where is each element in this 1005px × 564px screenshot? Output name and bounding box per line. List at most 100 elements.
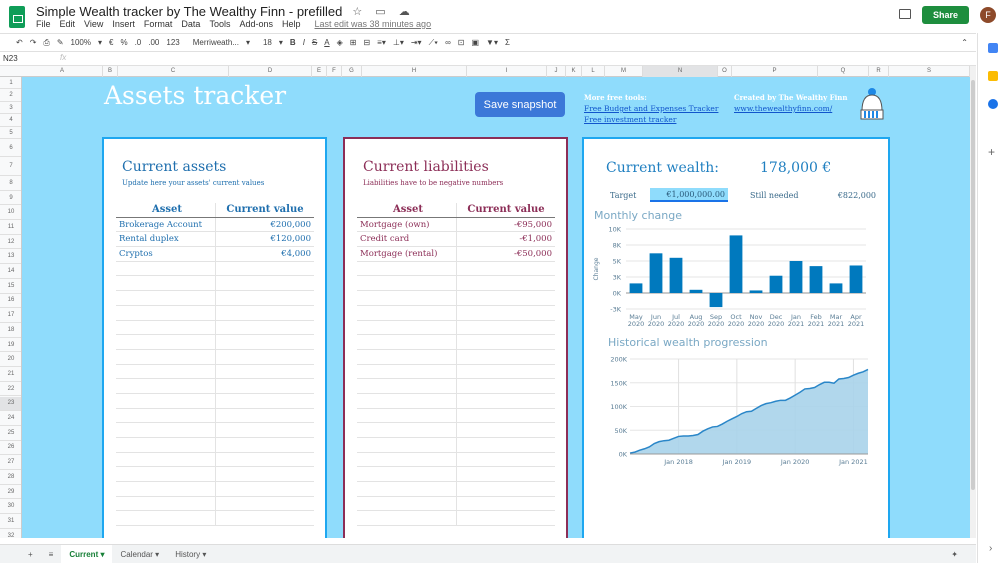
last-edit-link[interactable]: Last edit was 38 minutes ago: [314, 19, 432, 29]
row-header[interactable]: 24: [0, 411, 21, 426]
row-header[interactable]: 22: [0, 382, 21, 397]
calendar-icon[interactable]: [988, 43, 998, 53]
collapse-icon[interactable]: ⌃: [961, 38, 968, 47]
asset-name-cell[interactable]: [357, 467, 457, 482]
row-header[interactable]: 28: [0, 470, 21, 485]
currency-button[interactable]: €: [109, 38, 114, 47]
column-header[interactable]: J: [547, 66, 566, 77]
asset-name-cell[interactable]: [116, 364, 216, 379]
table-row[interactable]: [116, 438, 314, 453]
asset-name-cell[interactable]: Credit card: [357, 232, 457, 247]
menu-view[interactable]: View: [84, 19, 104, 29]
asset-name-cell[interactable]: Mortgage (rental): [357, 247, 457, 261]
format-select[interactable]: 123: [166, 38, 180, 47]
row-header[interactable]: 11: [0, 220, 21, 235]
asset-name-cell[interactable]: [116, 408, 216, 423]
column-header[interactable]: D: [229, 66, 312, 77]
asset-value-cell[interactable]: €4,000: [281, 248, 311, 259]
column-header[interactable]: H: [362, 66, 467, 77]
rotate-icon[interactable]: ⟋▾: [428, 37, 439, 47]
asset-name-cell[interactable]: [357, 305, 457, 320]
table-row[interactable]: [357, 482, 555, 497]
text-color-button[interactable]: A: [324, 38, 330, 47]
table-row[interactable]: Rental duplex €120,000: [116, 232, 314, 248]
scrollbar-thumb[interactable]: [971, 80, 975, 490]
avatar[interactable]: F: [980, 7, 996, 23]
row-header[interactable]: 14: [0, 264, 21, 279]
menu-tools[interactable]: Tools: [209, 19, 231, 29]
row-header[interactable]: 31: [0, 514, 21, 529]
table-row[interactable]: [116, 320, 314, 336]
asset-name-cell[interactable]: [116, 438, 216, 452]
row-header[interactable]: 5: [0, 127, 21, 139]
table-row[interactable]: [116, 291, 314, 306]
filter-icon[interactable]: ▼▾: [486, 38, 498, 47]
asset-name-cell[interactable]: Rental duplex: [116, 232, 216, 247]
row-header[interactable]: 7: [0, 157, 21, 176]
keep-icon[interactable]: [988, 71, 998, 81]
table-row[interactable]: [357, 261, 555, 277]
table-row[interactable]: [357, 291, 555, 306]
table-row[interactable]: [357, 511, 555, 527]
table-row[interactable]: [357, 452, 555, 468]
row-header[interactable]: 32: [0, 529, 21, 538]
column-header[interactable]: L: [582, 66, 605, 77]
asset-value-cell[interactable]: -€50,000: [513, 248, 552, 259]
bold-button[interactable]: B: [289, 38, 296, 47]
table-row[interactable]: Mortgage (rental) -€50,000: [357, 247, 555, 262]
strikethrough-button[interactable]: S: [311, 38, 318, 47]
row-header[interactable]: 1: [0, 77, 21, 89]
asset-name-cell[interactable]: [116, 320, 216, 335]
row-header[interactable]: 2: [0, 89, 21, 102]
row-header[interactable]: 12: [0, 235, 21, 250]
table-row[interactable]: [357, 305, 555, 321]
valign-icon[interactable]: ⊥▾: [392, 38, 404, 47]
add-sheet-icon[interactable]: +: [28, 550, 33, 559]
row-header[interactable]: 25: [0, 426, 21, 441]
investment-tracker-link[interactable]: Free investment tracker: [584, 115, 677, 124]
table-row[interactable]: [116, 511, 314, 527]
asset-name-cell[interactable]: [357, 423, 457, 437]
table-row[interactable]: [116, 482, 314, 497]
budget-tracker-link[interactable]: Free Budget and Expenses Tracker: [584, 104, 719, 113]
save-snapshot-button[interactable]: Save snapshot: [475, 92, 565, 117]
chart-icon[interactable]: ▣: [471, 38, 480, 47]
fill-color-icon[interactable]: ◈: [336, 38, 343, 47]
table-row[interactable]: Credit card -€1,000: [357, 232, 555, 248]
merge-icon[interactable]: ⊟: [363, 38, 371, 47]
table-row[interactable]: [357, 393, 555, 409]
row-header[interactable]: 13: [0, 250, 21, 265]
table-row[interactable]: [357, 496, 555, 512]
asset-name-cell[interactable]: [357, 393, 457, 408]
asset-name-cell[interactable]: [357, 408, 457, 423]
asset-name-cell[interactable]: Cryptos: [116, 247, 216, 261]
font-select[interactable]: Merriweath...: [192, 38, 239, 47]
table-row[interactable]: [116, 364, 314, 380]
table-row[interactable]: [357, 364, 555, 380]
row-header[interactable]: 9: [0, 191, 21, 206]
row-header[interactable]: 27: [0, 455, 21, 470]
asset-name-cell[interactable]: [357, 320, 457, 335]
column-header[interactable]: P: [732, 66, 818, 77]
expand-panel-icon[interactable]: ›: [989, 543, 993, 554]
comment-add-icon[interactable]: ⊡: [457, 38, 465, 47]
menu-data[interactable]: Data: [181, 19, 201, 29]
asset-name-cell[interactable]: [116, 276, 216, 291]
column-header[interactable]: G: [342, 66, 362, 77]
asset-value-cell[interactable]: -€1,000: [519, 234, 552, 245]
tab-history[interactable]: History ▾: [175, 550, 207, 559]
column-header[interactable]: I: [467, 66, 547, 77]
website-link[interactable]: www.thewealthyfinn.com/: [734, 104, 833, 113]
asset-name-cell[interactable]: Brokerage Account: [116, 217, 216, 232]
column-header[interactable]: B: [103, 66, 118, 77]
menu-edit[interactable]: Edit: [59, 19, 76, 29]
column-header[interactable]: N: [643, 66, 718, 77]
asset-name-cell[interactable]: [357, 364, 457, 379]
row-header[interactable]: 21: [0, 367, 21, 382]
table-row[interactable]: [357, 467, 555, 483]
asset-name-cell[interactable]: [116, 467, 216, 482]
column-header[interactable]: E: [312, 66, 327, 77]
row-header[interactable]: 18: [0, 323, 21, 338]
column-header[interactable]: R: [869, 66, 889, 77]
table-row[interactable]: [116, 393, 314, 409]
